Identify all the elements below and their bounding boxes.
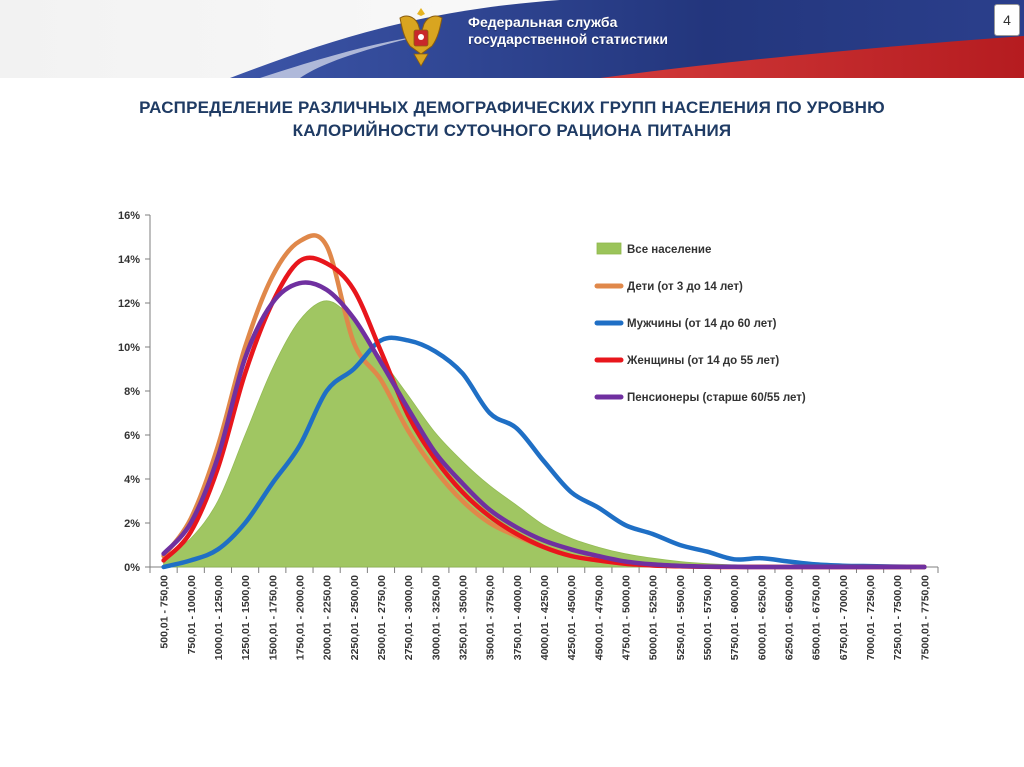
slide-title: РАСПРЕДЕЛЕНИЕ РАЗЛИЧНЫХ ДЕМОГРАФИЧЕСКИХ … bbox=[40, 96, 984, 142]
x-tick-label: 3000,01 - 3250,00 bbox=[430, 575, 442, 660]
agency-name: Федеральная служба государственной стати… bbox=[468, 14, 668, 48]
x-tick-label: 5750,01 - 6000,00 bbox=[729, 575, 741, 660]
x-tick-label: 5000,01 - 5250,00 bbox=[648, 575, 660, 660]
y-tick-label: 14% bbox=[118, 254, 140, 266]
x-tick-label: 7000,01 - 7250,00 bbox=[865, 575, 877, 660]
x-tick-label: 3750,01 - 4000,00 bbox=[512, 575, 524, 660]
flag-background bbox=[0, 0, 1024, 78]
y-tick-label: 8% bbox=[124, 386, 140, 398]
x-tick-label: 2500,01 - 2750,00 bbox=[376, 575, 388, 660]
x-tick-label: 1500,01 - 1750,00 bbox=[267, 575, 279, 660]
x-tick-label: 5500,01 - 5750,00 bbox=[702, 575, 714, 660]
x-tick-label: 2000,01 - 2250,00 bbox=[322, 575, 334, 660]
series-line-2 bbox=[161, 335, 927, 570]
slide-title-line1: РАСПРЕДЕЛЕНИЕ РАЗЛИЧНЫХ ДЕМОГРАФИЧЕСКИХ … bbox=[139, 98, 885, 117]
x-tick-label: 1250,01 - 1500,00 bbox=[240, 575, 252, 660]
x-tick-label: 4000,01 - 4250,00 bbox=[539, 575, 551, 660]
x-tick-label: 5250,01 - 5500,00 bbox=[675, 575, 687, 660]
legend-label: Женщины (от 14 до 55 лет) bbox=[626, 355, 779, 367]
x-tick-label: 6250,01 - 6500,00 bbox=[784, 575, 796, 660]
series-line-4 bbox=[161, 280, 927, 570]
x-tick-label: 3250,01 - 3500,00 bbox=[457, 575, 469, 660]
x-tick-label: 7250,01 - 7500,00 bbox=[892, 575, 904, 660]
x-tick-label: 6000,01 - 6250,00 bbox=[756, 575, 768, 660]
y-tick-label: 0% bbox=[124, 562, 140, 574]
x-tick-label: 1000,01 - 1250,00 bbox=[213, 575, 225, 660]
x-tick-label: 500,01 - 750,00 bbox=[159, 575, 171, 649]
y-tick-label: 6% bbox=[124, 430, 140, 442]
x-tick-label: 1750,01 - 2000,00 bbox=[294, 575, 306, 660]
agency-name-line1: Федеральная служба bbox=[468, 14, 618, 30]
x-tick-label: 6750,01 - 7000,00 bbox=[838, 575, 850, 660]
legend-swatch bbox=[596, 242, 622, 255]
legend-label: Дети (от 3 до 14 лет) bbox=[627, 281, 743, 293]
x-tick-label: 4500,01 - 4750,00 bbox=[593, 575, 605, 660]
legend-label: Мужчины (от 14 до 60 лет) bbox=[627, 318, 777, 330]
x-tick-label: 2250,01 - 2500,00 bbox=[349, 575, 361, 660]
legend-label: Все население bbox=[627, 244, 711, 256]
agency-name-line2: государственной статистики bbox=[468, 31, 669, 47]
page-number: 4 bbox=[994, 4, 1020, 36]
legend-label: Пенсионеры (старше 60/55 лет) bbox=[627, 392, 806, 404]
slide-title-line2: КАЛОРИЙНОСТИ СУТОЧНОГО РАЦИОНА ПИТАНИЯ bbox=[292, 121, 732, 140]
x-tick-label: 6500,01 - 6750,00 bbox=[811, 575, 823, 660]
x-tick-label: 4250,01 - 4500,00 bbox=[566, 575, 578, 660]
y-tick-label: 2% bbox=[124, 518, 140, 530]
y-tick-label: 12% bbox=[118, 298, 140, 310]
y-tick-label: 16% bbox=[118, 210, 140, 222]
y-tick-label: 4% bbox=[124, 474, 140, 486]
x-tick-label: 3500,01 - 3750,00 bbox=[485, 575, 497, 660]
series-area-all-population bbox=[163, 300, 925, 568]
x-tick-label: 7500,01 - 7750,00 bbox=[919, 575, 931, 660]
x-tick-label: 4750,01 - 5000,00 bbox=[621, 575, 633, 660]
header-banner: Федеральная служба государственной стати… bbox=[0, 0, 1024, 78]
y-tick-label: 10% bbox=[118, 342, 140, 354]
calorie-distribution-chart: 0% 2% 4% 6% 8% 10% 12% 14% 16% 500,01 - 750,00 750… bbox=[118, 210, 939, 660]
x-tick-label: 2750,01 - 3000,00 bbox=[403, 575, 415, 660]
coat-of-arms-icon bbox=[399, 8, 443, 67]
x-tick-label: 750,01 - 1000,00 bbox=[186, 575, 198, 655]
